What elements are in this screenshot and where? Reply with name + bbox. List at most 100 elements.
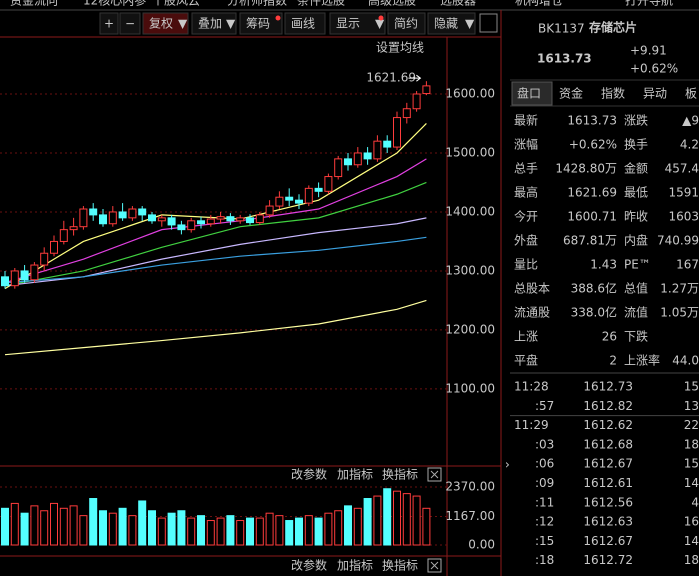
- tab[interactable]: 资金: [559, 86, 583, 101]
- tick-time: :03: [535, 437, 554, 451]
- indicator-button[interactable]: 换指标: [382, 558, 418, 573]
- ma-setting[interactable]: 设置均线: [376, 41, 424, 55]
- collapse-arrow[interactable]: ›: [505, 458, 510, 472]
- quote-label: 上涨率: [624, 353, 660, 368]
- candle-body: [402, 108, 411, 119]
- candle-body: [30, 264, 39, 281]
- toolbar-button[interactable]: [427, 12, 476, 35]
- volume-bar: [59, 507, 68, 546]
- toolbar-label[interactable]: −: [125, 17, 135, 31]
- tab[interactable]: 异动: [643, 87, 667, 101]
- quote-label: 平盘: [514, 353, 538, 368]
- toolbar-button[interactable]: [99, 12, 119, 35]
- toolbar-button[interactable]: [191, 12, 237, 35]
- toolbar-button[interactable]: [119, 12, 141, 35]
- close-button[interactable]: [427, 558, 442, 573]
- toolbar-button[interactable]: [142, 12, 189, 35]
- menu-item[interactable]: 高级选股: [368, 0, 416, 8]
- quote-value: 1.43: [590, 258, 617, 272]
- tick-price: 1612.61: [583, 476, 633, 490]
- candle-body: [226, 216, 235, 222]
- y-tick-label: 1500.00: [445, 145, 495, 159]
- tab[interactable]: 盘口: [517, 86, 541, 101]
- quote-value: 1.05万: [660, 306, 699, 320]
- volume-bar: [79, 515, 88, 546]
- candle-body: [79, 208, 88, 228]
- indicator-button[interactable]: 加指标: [337, 467, 373, 482]
- close-button[interactable]: [427, 467, 442, 482]
- tab[interactable]: 板: [685, 87, 697, 101]
- toolbar-label[interactable]: 筹码: [246, 17, 270, 31]
- quote-value: 1600.71: [567, 210, 617, 224]
- expand-icon[interactable]: [479, 13, 498, 33]
- high-annotation: 1621.69: [366, 71, 416, 85]
- candle-body: [187, 220, 196, 231]
- candle-body: [20, 270, 29, 281]
- menu-item[interactable]: 12核心内参: [83, 0, 146, 8]
- menu-item[interactable]: 机构增仓: [515, 0, 563, 8]
- quote-label: 金额: [624, 161, 648, 176]
- toolbar-label[interactable]: 画线: [291, 17, 315, 31]
- candle-body: [148, 214, 156, 222]
- indicator-button[interactable]: 改参数: [291, 467, 327, 482]
- volume-bar: [187, 517, 196, 546]
- candle-body: [167, 217, 176, 226]
- menu-item[interactable]: 条件选股: [297, 0, 345, 8]
- volume-bar: [363, 498, 372, 546]
- quote-value: 26: [602, 330, 617, 344]
- volume-bar: [275, 515, 284, 546]
- menu-item[interactable]: 个股风云: [152, 0, 200, 8]
- candle-body: [353, 152, 362, 166]
- tab-selected[interactable]: [511, 81, 553, 106]
- toolbar-label[interactable]: 简约: [394, 16, 418, 31]
- quote-value: 167: [676, 258, 699, 272]
- volume-bar: [167, 512, 176, 546]
- quote-label: 最高: [514, 185, 538, 200]
- toolbar-button[interactable]: [387, 12, 426, 35]
- toolbar-button[interactable]: [329, 12, 386, 35]
- quote-label: 最低: [624, 186, 648, 200]
- toolbar-label[interactable]: 隐藏: [434, 17, 458, 31]
- indicator-button[interactable]: 改参数: [291, 558, 327, 573]
- candle-body: [99, 214, 107, 225]
- volume-bar: [10, 502, 19, 546]
- tick-volume: 13: [684, 399, 699, 413]
- stock-change-pct: +0.62%: [630, 62, 678, 76]
- volume-bar: [295, 517, 303, 546]
- candle-body: [59, 229, 68, 242]
- volume-bar: [30, 505, 39, 546]
- indicator-button[interactable]: 加指标: [337, 558, 373, 573]
- toolbar-label[interactable]: 复权: [149, 17, 173, 31]
- candle-body: [197, 220, 205, 225]
- indicator-button[interactable]: 换指标: [382, 467, 418, 482]
- tick-volume: 18: [684, 553, 699, 567]
- volume-bar: [206, 520, 215, 546]
- tick-price: 1612.68: [583, 437, 633, 451]
- volume-bar: [353, 507, 362, 546]
- y-tick-label: 1200.00: [445, 322, 495, 336]
- toolbar-button[interactable]: [239, 12, 283, 35]
- y-tick-label: 1300.00: [445, 263, 495, 277]
- volume-bar: [40, 510, 49, 546]
- menu-item[interactable]: 打开导航: [625, 0, 673, 8]
- candle-body: [304, 187, 313, 204]
- tick-time: :15: [535, 534, 554, 548]
- candle-body: [373, 140, 382, 160]
- menu-item[interactable]: 资金流向: [10, 0, 58, 8]
- volume-bar: [265, 512, 274, 546]
- toolbar-label[interactable]: 叠加: [198, 17, 222, 31]
- quote-value: 44.0: [672, 354, 699, 368]
- toolbar-label[interactable]: +: [104, 17, 114, 31]
- volume-bar: [304, 515, 313, 546]
- candle-body: [344, 158, 352, 166]
- candle-body: [128, 208, 137, 219]
- toolbar-label[interactable]: 显示: [336, 17, 360, 31]
- menu-item[interactable]: 选股器: [440, 0, 476, 8]
- menu-item[interactable]: 分析师指数: [227, 0, 287, 8]
- volume-bar: [334, 510, 343, 546]
- tab[interactable]: 指数: [601, 86, 625, 101]
- toolbar-button[interactable]: [284, 12, 326, 35]
- quote-value: 740.99: [657, 234, 699, 248]
- ma-line: [4, 181, 427, 287]
- quote-label: 今开: [514, 209, 538, 224]
